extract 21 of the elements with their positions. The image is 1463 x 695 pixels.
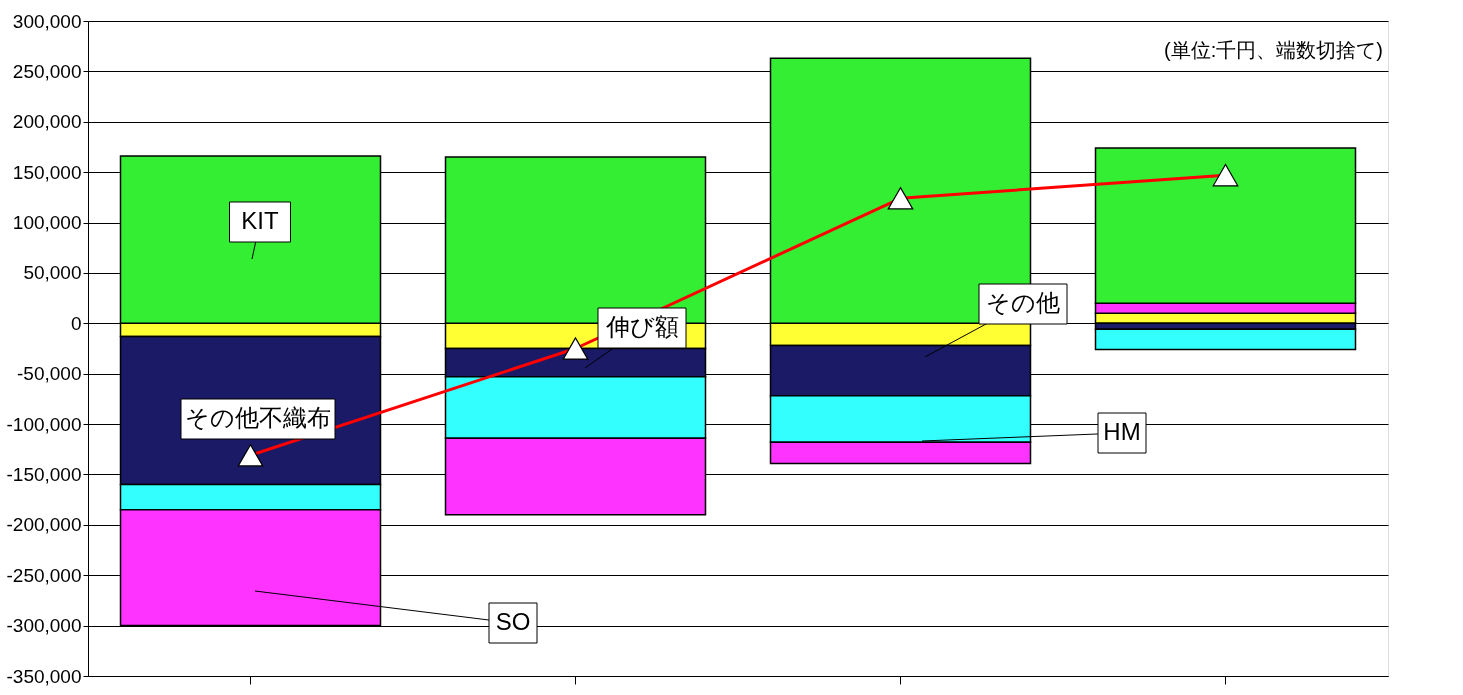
y-tick-label: -200,000	[6, 514, 82, 536]
y-tick-label: -250,000	[6, 564, 82, 586]
y-tick-label: 200,000	[12, 111, 82, 133]
y-tick-label: 100,000	[12, 212, 82, 234]
y-tick-label: 250,000	[12, 60, 82, 82]
y-tick-label: 150,000	[12, 161, 82, 183]
y-tick-label: 300,000	[12, 10, 82, 32]
series-label: KIT	[241, 207, 279, 234]
y-tick-label: -150,000	[6, 463, 82, 485]
y-tick-label: 0	[70, 312, 82, 334]
y-tick-label: -300,000	[6, 615, 82, 637]
y-tick-label: -100,000	[6, 413, 82, 435]
series-label: 伸び額	[604, 313, 679, 340]
series-label: その他	[986, 289, 1060, 316]
text: SO	[495, 608, 531, 635]
y-tick-label: -50,000	[17, 363, 82, 385]
series-label: その他不織布	[185, 404, 331, 431]
annotation: (単位:千円、端数切捨て)	[1164, 39, 1383, 61]
y-tick-label: 50,000	[23, 262, 82, 284]
y-tick-label: -350,000	[6, 665, 82, 687]
text: HM	[1103, 418, 1141, 445]
